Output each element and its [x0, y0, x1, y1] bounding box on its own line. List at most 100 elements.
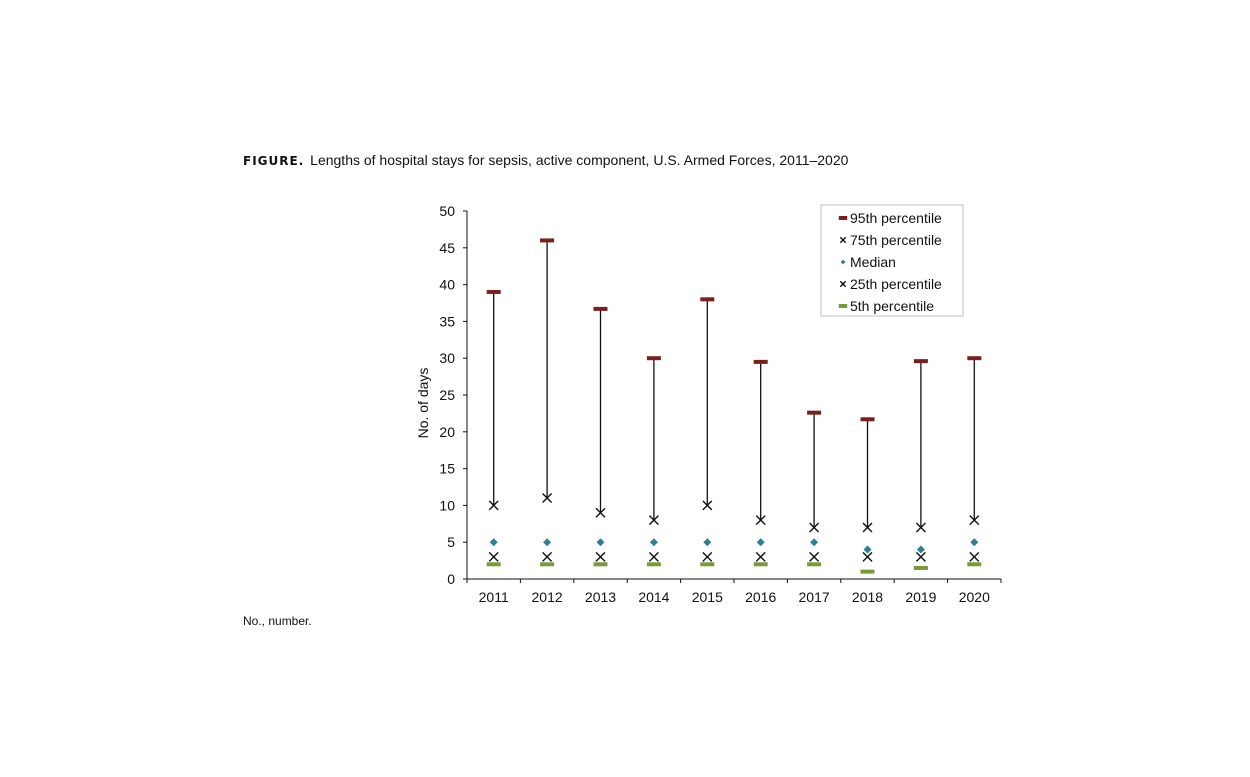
- p25-point-stroke: [648, 551, 659, 562]
- p75-point-stroke: [542, 493, 553, 504]
- median-point: [649, 538, 658, 547]
- p95-point: [807, 410, 822, 415]
- p95-point: [967, 356, 982, 361]
- y-tick-label: 50: [439, 203, 455, 219]
- legend-item-p25-label: 25th percentile: [850, 276, 942, 292]
- legend-item-p5-label: 5th percentile: [850, 298, 934, 314]
- y-tick-label: 25: [439, 387, 455, 403]
- x-tick-label: 2017: [799, 589, 830, 605]
- p95-point: [646, 356, 661, 361]
- legend-item-p95-label: 95th percentile: [850, 210, 942, 226]
- p75-point-stroke: [488, 500, 499, 511]
- p5-point: [967, 562, 982, 567]
- x-tick-label: 2020: [959, 589, 990, 605]
- p95-point: [700, 297, 715, 302]
- p5-point: [860, 569, 875, 574]
- p75-point: [915, 522, 926, 533]
- p5-point: [593, 562, 608, 567]
- p75-point-stroke: [809, 522, 820, 533]
- p25-point: [969, 551, 980, 562]
- p5-point: [700, 562, 715, 567]
- legend-item-p25-marker: [839, 280, 847, 288]
- p75-point-stroke: [915, 522, 926, 533]
- median-point: [916, 545, 925, 554]
- p25-point: [755, 551, 766, 562]
- legend-item-p75-marker: [839, 236, 847, 244]
- p25-point-stroke: [809, 551, 820, 562]
- p25-point-stroke: [969, 551, 980, 562]
- p5-point: [646, 562, 661, 567]
- p95-point: [540, 238, 555, 243]
- p25-point-stroke: [488, 551, 499, 562]
- x-tick-label: 2015: [692, 589, 723, 605]
- y-tick-label: 10: [439, 497, 455, 513]
- p75-point: [702, 500, 713, 511]
- legend-item-p25-marker-stroke: [839, 280, 847, 288]
- y-tick-label: 15: [439, 461, 455, 477]
- y-tick-label: 45: [439, 240, 455, 256]
- p25-point: [595, 551, 606, 562]
- p75-point-stroke: [862, 522, 873, 533]
- y-tick-label: 30: [439, 350, 455, 366]
- legend-item-median-label: Median: [850, 254, 896, 270]
- p75-point: [969, 515, 980, 526]
- p75-point-stroke: [755, 515, 766, 526]
- y-tick-label: 5: [447, 534, 455, 550]
- y-axis-label: No. of days: [415, 368, 431, 439]
- legend-item-p75-label: 75th percentile: [850, 232, 942, 248]
- x-tick-label: 2012: [532, 589, 563, 605]
- p95-point: [913, 359, 928, 364]
- p25-point: [702, 551, 713, 562]
- p5-point: [807, 562, 822, 567]
- x-tick-label: 2013: [585, 589, 616, 605]
- p75-point: [595, 507, 606, 518]
- p25-point: [862, 551, 873, 562]
- p25-point-stroke: [595, 551, 606, 562]
- legend-box: [820, 204, 964, 317]
- p75-point: [488, 500, 499, 511]
- median-point: [756, 538, 765, 547]
- p25-point: [542, 551, 553, 562]
- legend-item-p95-marker: [838, 216, 848, 220]
- median-point: [596, 538, 605, 547]
- p25-point: [488, 551, 499, 562]
- p25-point-stroke: [862, 551, 873, 562]
- p5-point: [753, 562, 768, 567]
- median-point: [810, 538, 819, 547]
- p5-point: [540, 562, 555, 567]
- p75-point: [542, 493, 553, 504]
- x-tick-label: 2014: [638, 589, 669, 605]
- p75-point: [648, 515, 659, 526]
- chart-axes: 0 5 10 15 20 25 30 35 40 45 50 2011 2012 2013 2014 2015…: [415, 203, 1002, 605]
- p95-point: [860, 417, 875, 422]
- y-tick-label: 35: [439, 313, 455, 329]
- p95-point: [753, 359, 768, 364]
- p25-point: [915, 551, 926, 562]
- figure-label: FIGURE.: [243, 154, 305, 168]
- p75-point: [755, 515, 766, 526]
- median-point: [863, 545, 872, 554]
- p95-point: [486, 289, 501, 294]
- p75-point-stroke: [595, 507, 606, 518]
- p75-point: [862, 522, 873, 533]
- median-point: [489, 538, 498, 547]
- p5-point: [913, 565, 928, 570]
- x-tick-label: 2011: [479, 589, 509, 605]
- p95-point: [593, 306, 608, 311]
- p25-point-stroke: [915, 551, 926, 562]
- x-tick-label: 2016: [745, 589, 776, 605]
- data-marks: [486, 238, 982, 574]
- y-tick-label: 0: [447, 571, 455, 587]
- median-point: [970, 538, 979, 547]
- figure-title-text: Lengths of hospital stays for sepsis, ac…: [310, 152, 849, 168]
- x-tick-label: 2019: [905, 589, 936, 605]
- p25-point-stroke: [542, 551, 553, 562]
- chart-legend: 95th percentile 75th percentile Median 25th…: [820, 204, 964, 317]
- median-point: [543, 538, 552, 547]
- p75-point-stroke: [969, 515, 980, 526]
- footnote: No., number.: [243, 614, 312, 628]
- legend-item-median-marker: [840, 259, 846, 265]
- y-tick-label: 40: [439, 277, 455, 293]
- figure-title: FIGURE. Lengths of hospital stays for se…: [243, 152, 848, 168]
